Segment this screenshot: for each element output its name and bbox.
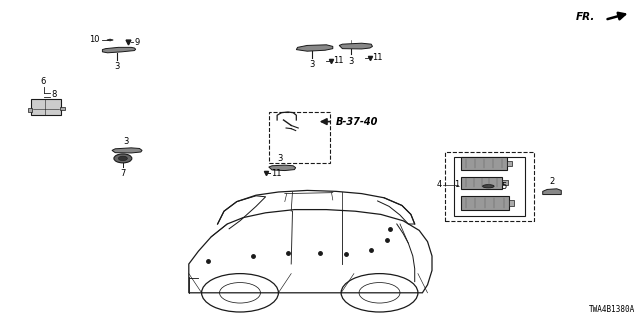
Text: 9: 9 — [134, 38, 140, 47]
Polygon shape — [269, 165, 296, 171]
Text: 11: 11 — [372, 53, 383, 62]
Circle shape — [114, 154, 132, 163]
Bar — [461, 177, 502, 189]
Text: 10: 10 — [89, 36, 99, 44]
Polygon shape — [296, 45, 333, 51]
Text: 3: 3 — [115, 62, 120, 71]
Bar — [28, 108, 32, 112]
Text: 7: 7 — [120, 169, 125, 178]
Bar — [461, 196, 509, 210]
Polygon shape — [107, 39, 113, 41]
Text: 3: 3 — [124, 137, 129, 146]
Text: TWA4B1380A: TWA4B1380A — [589, 305, 635, 314]
Bar — [445, 152, 534, 221]
Text: 11: 11 — [271, 169, 281, 178]
Polygon shape — [102, 47, 136, 53]
Text: 2: 2 — [549, 177, 554, 186]
Text: 3: 3 — [348, 57, 353, 66]
Circle shape — [118, 156, 127, 161]
Bar — [509, 200, 514, 205]
Bar — [31, 99, 61, 115]
Bar — [454, 157, 525, 216]
Text: B-37-40: B-37-40 — [335, 116, 378, 127]
Text: 6: 6 — [41, 77, 46, 86]
Text: 5: 5 — [502, 182, 507, 191]
Polygon shape — [112, 148, 142, 153]
Text: 11: 11 — [333, 56, 343, 65]
Text: 3: 3 — [278, 154, 283, 163]
Ellipse shape — [483, 185, 494, 188]
Text: 1: 1 — [454, 180, 460, 189]
Bar — [507, 161, 512, 166]
Bar — [461, 157, 507, 170]
Text: 3: 3 — [310, 60, 315, 69]
Bar — [502, 180, 508, 185]
Text: 8: 8 — [51, 90, 56, 99]
Text: 4: 4 — [436, 180, 442, 189]
Text: FR.: FR. — [576, 12, 595, 22]
Bar — [269, 112, 330, 163]
Polygon shape — [543, 189, 561, 195]
Polygon shape — [339, 43, 372, 49]
Bar — [60, 107, 65, 110]
